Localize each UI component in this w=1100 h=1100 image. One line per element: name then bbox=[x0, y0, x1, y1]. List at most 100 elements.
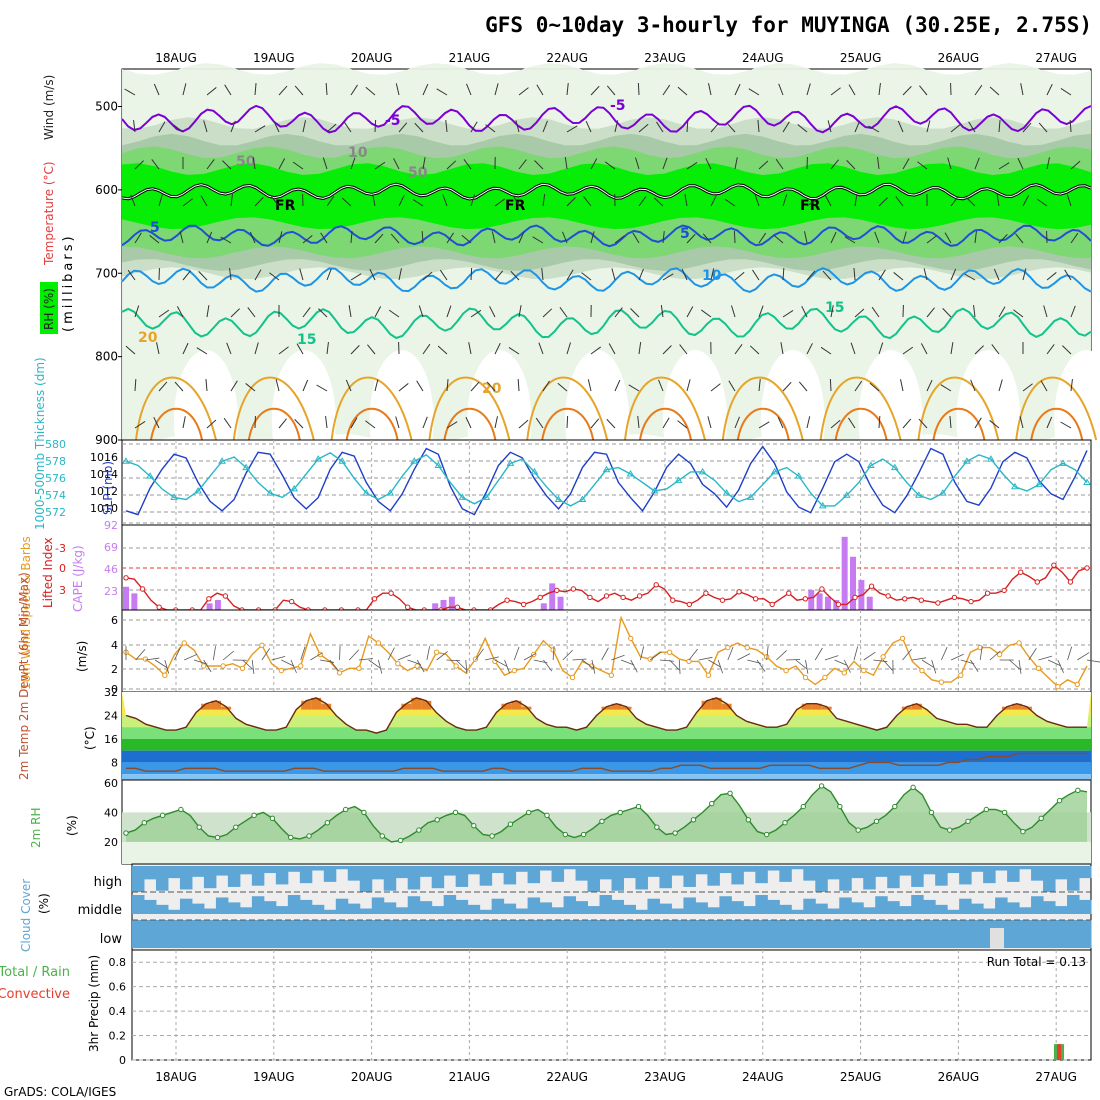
cloud-middle bbox=[863, 907, 876, 914]
wind10-line-point bbox=[977, 644, 983, 651]
cloud-low bbox=[323, 920, 337, 948]
wind-barb bbox=[681, 268, 688, 281]
wind10-barb bbox=[387, 647, 395, 661]
temp-warm-fill bbox=[221, 706, 232, 710]
wind10-line-point bbox=[705, 672, 712, 678]
wind-barb bbox=[1064, 269, 1072, 281]
li-line-point bbox=[918, 597, 925, 603]
wind-barb bbox=[322, 157, 328, 170]
wind-barb bbox=[782, 121, 790, 133]
li-line-point bbox=[951, 594, 958, 601]
wind-barb bbox=[224, 84, 232, 96]
cloud-high bbox=[132, 866, 145, 892]
rh2m-line-point bbox=[635, 803, 642, 810]
cloud-low bbox=[371, 920, 385, 948]
li-line-point bbox=[504, 597, 510, 603]
cloud-high bbox=[695, 866, 708, 875]
wind10-barb bbox=[921, 659, 935, 668]
wind10-barb bbox=[1067, 646, 1073, 661]
rh2m-line-point bbox=[452, 809, 459, 816]
cape-bar bbox=[850, 556, 857, 610]
wind-barb bbox=[754, 194, 760, 207]
thickness-line-point bbox=[194, 487, 202, 494]
rh2m-line-point bbox=[471, 822, 477, 829]
temp-warm-fill bbox=[521, 706, 532, 710]
precip-tick: 0.4 bbox=[109, 1005, 127, 1018]
wind10-right-tick: 4 bbox=[111, 639, 118, 652]
wind-barb bbox=[973, 305, 976, 318]
thickness-line-point bbox=[338, 457, 347, 464]
cloud-middle bbox=[839, 897, 852, 914]
cloud-middle bbox=[647, 898, 660, 914]
wind10-barb bbox=[649, 651, 662, 661]
wind-barb bbox=[700, 309, 712, 318]
wind-barb bbox=[374, 306, 382, 318]
wind-barb bbox=[153, 83, 160, 96]
wind-barb bbox=[587, 379, 592, 392]
temp-warm-fill bbox=[901, 706, 912, 710]
wind-barb bbox=[707, 416, 712, 429]
cloud-high bbox=[335, 866, 349, 870]
wind-barb bbox=[325, 82, 328, 96]
rh2m-line-point bbox=[727, 790, 733, 796]
wind10-line-point bbox=[802, 674, 809, 681]
rh2m-line-point bbox=[709, 800, 715, 807]
wind-barb bbox=[416, 380, 424, 392]
wind-barb bbox=[926, 120, 931, 133]
wind-barb bbox=[662, 417, 670, 429]
wind-barb bbox=[156, 342, 160, 355]
wind-barb bbox=[854, 380, 863, 392]
wind10-line-point bbox=[938, 679, 945, 685]
rh2m-line-point bbox=[1038, 815, 1044, 822]
cloud-high bbox=[1019, 866, 1032, 870]
wind-barb bbox=[677, 420, 688, 429]
contour-label: FR bbox=[800, 198, 821, 214]
cloud-middle bbox=[755, 895, 768, 914]
wind-barb bbox=[993, 268, 1000, 281]
temp-warm-fill bbox=[201, 703, 212, 710]
li-line-point bbox=[371, 596, 378, 602]
cloud-low bbox=[767, 920, 780, 948]
top-date-label: 25AUG bbox=[840, 51, 882, 65]
wind-barb bbox=[486, 381, 496, 392]
wind10-line-point bbox=[569, 674, 576, 681]
wind-barb bbox=[917, 161, 928, 170]
wind-barb bbox=[206, 159, 215, 170]
slp-right-tick: 1012 bbox=[90, 485, 118, 498]
rh2m-line-point bbox=[306, 833, 312, 839]
cloud-high bbox=[659, 866, 672, 889]
wind10-barb bbox=[601, 647, 609, 661]
wind-barb bbox=[245, 383, 256, 392]
wind10-barb bbox=[222, 650, 235, 661]
wind-barb bbox=[902, 86, 912, 96]
cloud-high bbox=[803, 866, 816, 881]
cloud-high bbox=[911, 866, 924, 887]
wind-barb bbox=[421, 230, 424, 244]
wind-barb bbox=[726, 122, 736, 133]
cape-bar bbox=[540, 603, 547, 610]
wind-barb bbox=[853, 268, 856, 281]
thickness-line-point bbox=[722, 489, 731, 496]
cloud-middle bbox=[827, 908, 840, 914]
slp-grid: 580 578 576 574 572 1016 1014 1012 1010 bbox=[45, 438, 1091, 525]
wind-barb bbox=[920, 343, 928, 355]
wind-barb bbox=[230, 380, 238, 392]
wind10-panel: 6 4 2 0 10m Wind Speed & Barbs (m/s) bbox=[19, 536, 1100, 696]
cape-bar bbox=[841, 536, 848, 610]
wind-barb bbox=[638, 268, 644, 281]
wind10-barb bbox=[1086, 659, 1100, 663]
cloud-middle bbox=[251, 896, 265, 914]
wind-barb bbox=[1046, 83, 1053, 96]
rh2m-panel: 60 40 20 2m RH (%) bbox=[29, 777, 1092, 865]
thickness-line-point bbox=[794, 472, 803, 479]
cloud-panel: Cloud Cover (%) high middle low bbox=[19, 863, 1092, 952]
cloud-low bbox=[863, 920, 876, 948]
cloud-low bbox=[587, 920, 601, 948]
pressure-tick: 700 bbox=[95, 266, 118, 280]
rh2m-line-point bbox=[873, 818, 880, 824]
ylabel-precip-conv: Convective bbox=[0, 987, 70, 1002]
wind10-line-point bbox=[958, 672, 964, 678]
wind-barb bbox=[205, 379, 208, 392]
slp-panel: 580 578 576 574 572 1016 1014 1012 1010 1000-500… bbox=[33, 357, 1092, 530]
cloud-middle bbox=[167, 909, 181, 914]
